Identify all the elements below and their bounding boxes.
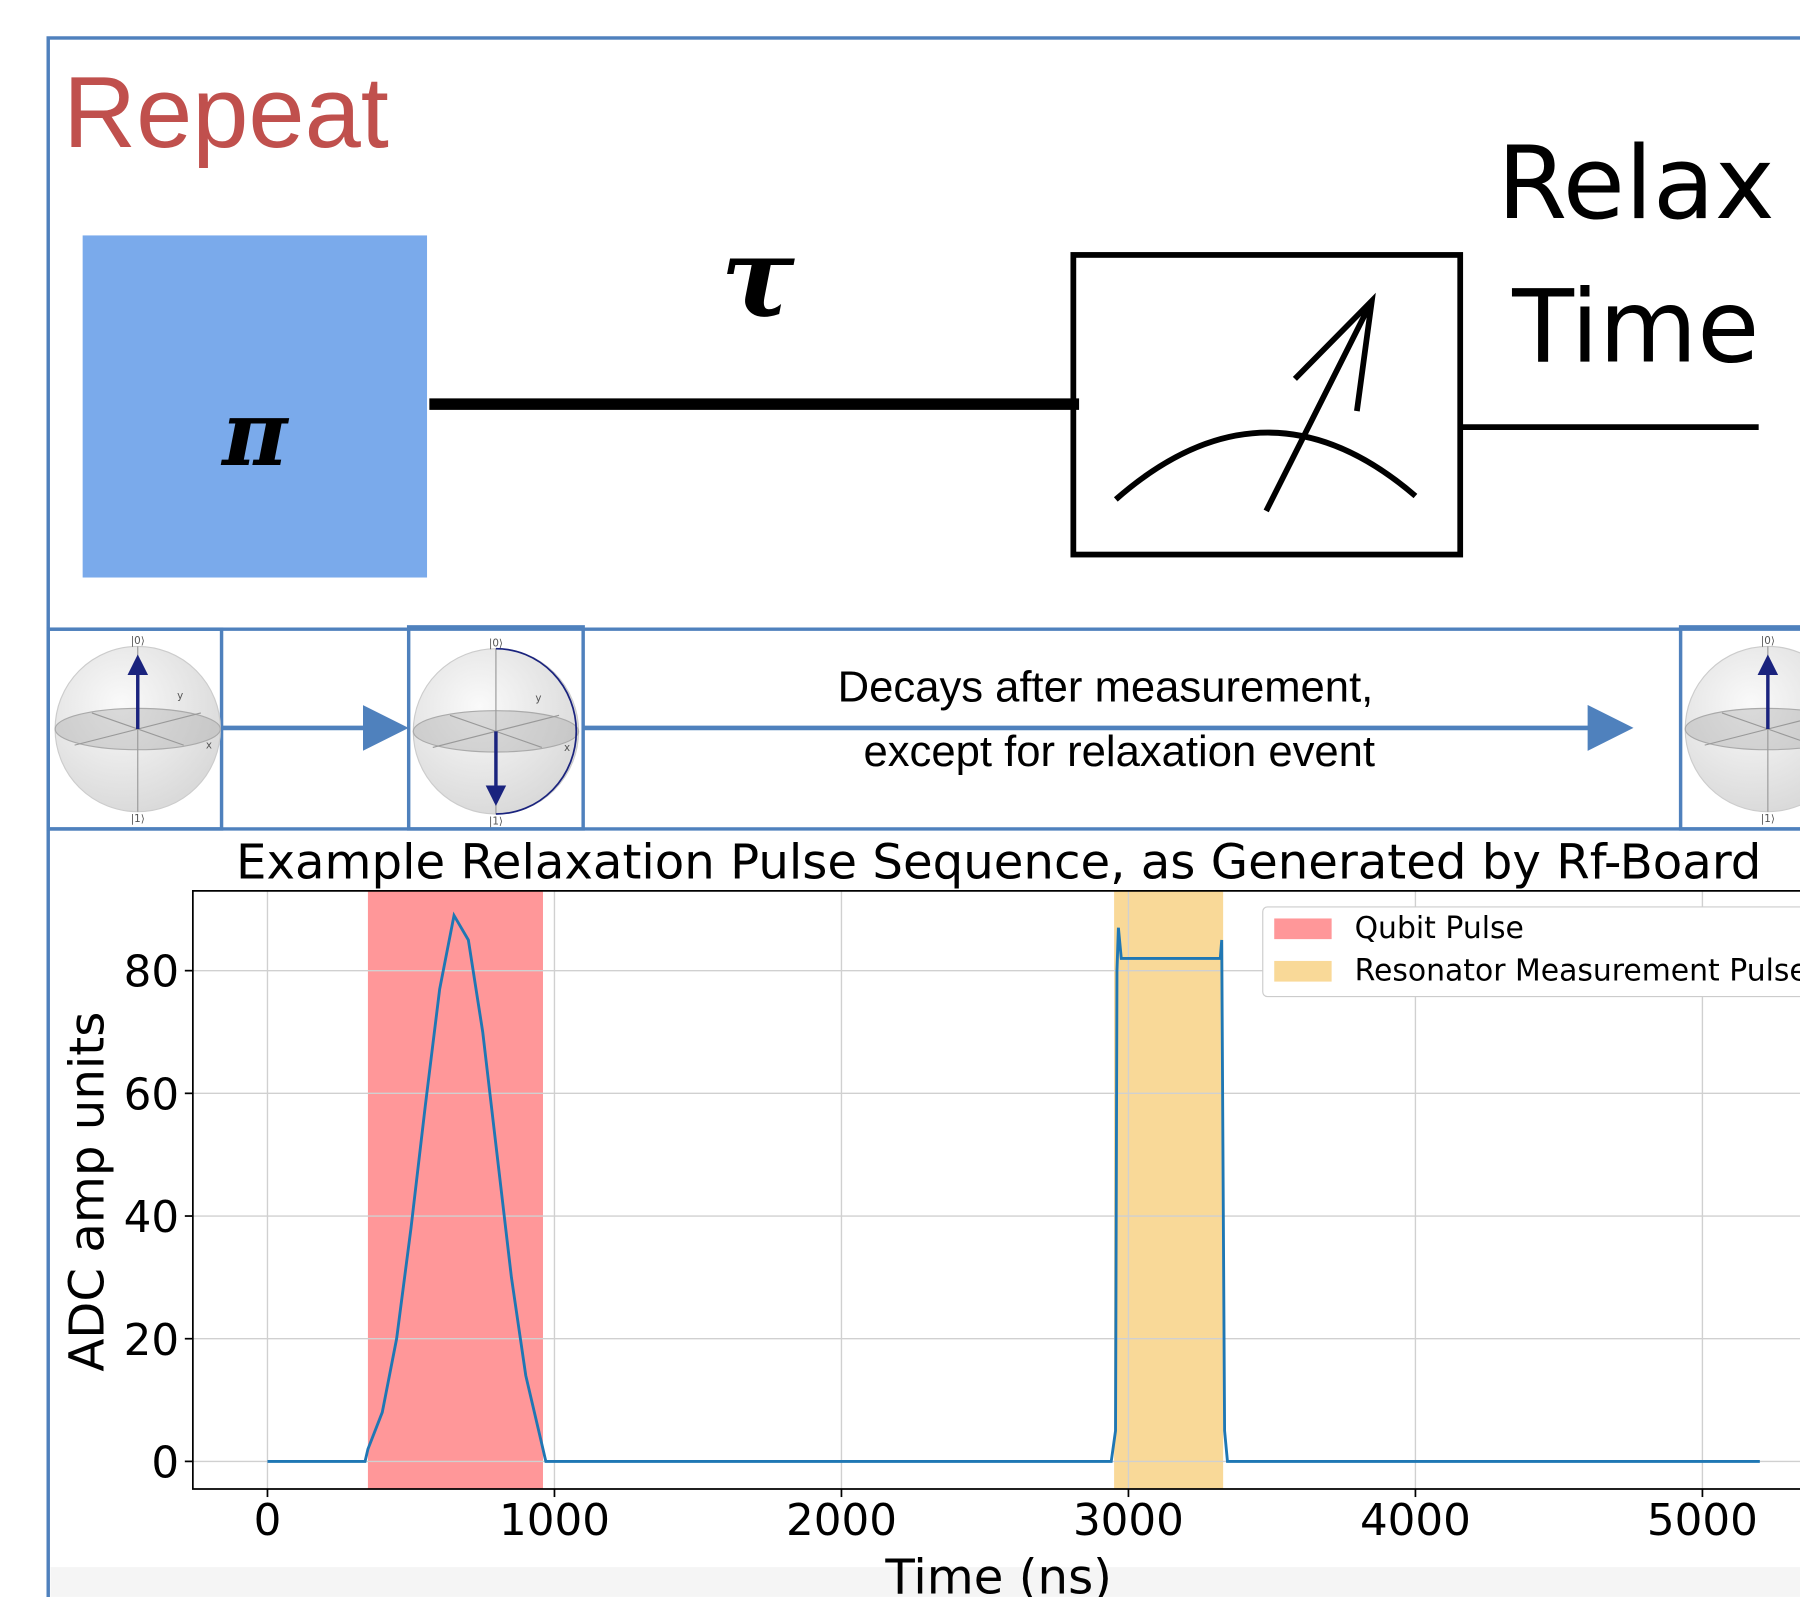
bloch-label: |0⟩ — [489, 637, 503, 649]
decay-text: Decays after measurement, — [838, 663, 1374, 711]
bloch-label: |0⟩ — [131, 635, 145, 647]
bloch-label: |1⟩ — [1761, 813, 1775, 825]
y-tick-label: 20 — [124, 1316, 180, 1366]
bloch-label: y — [535, 692, 541, 704]
x-axis-label: Time (ns) — [884, 1549, 1112, 1597]
pi-gate — [82, 235, 428, 578]
bloch-label: x — [564, 742, 570, 754]
chart: Example Relaxation Pulse Sequence, as Ge… — [59, 834, 1800, 1597]
tau-label: τ — [721, 213, 796, 342]
meter-needle — [1263, 292, 1376, 513]
span — [367, 890, 543, 1489]
x-tick-label: 0 — [254, 1496, 282, 1546]
measurement-box — [1070, 252, 1464, 558]
legend-label: Resonator Measurement Pulse — [1355, 953, 1800, 988]
signal-line — [267, 911, 1760, 1463]
chart-title: Example Relaxation Pulse Sequence, as Ge… — [236, 834, 1761, 890]
y-tick-label: 60 — [124, 1070, 180, 1120]
y-axis-label: ADC amp units — [59, 1012, 115, 1372]
bloch-box — [1678, 625, 1800, 831]
x-tick-label: 4000 — [1360, 1496, 1471, 1546]
x-tick-label: 2000 — [786, 1496, 897, 1546]
footer-band — [50, 1567, 1800, 1597]
bloch-spheres: |0⟩|1⟩xy|0⟩|1⟩xy|0⟩|1⟩xy — [54, 635, 1800, 827]
repeat-label: Repeat — [63, 57, 389, 169]
x-tick-label: 3000 — [1073, 1496, 1184, 1546]
y-tick-label: 80 — [124, 948, 180, 998]
bloch-label: |1⟩ — [131, 813, 145, 825]
bloch-label: x — [206, 740, 212, 752]
bloch-label: |0⟩ — [1761, 635, 1775, 647]
x-tick-label: 1000 — [499, 1496, 610, 1546]
meter-arc — [1113, 429, 1418, 502]
legend-swatch — [1274, 960, 1332, 982]
bloch-label: |1⟩ — [489, 815, 503, 827]
y-tick-label: 40 — [124, 1193, 180, 1243]
decay-text: except for relaxation event — [864, 728, 1376, 776]
relax-label: Relax — [1497, 124, 1775, 242]
time-label: Time — [1511, 268, 1759, 386]
x-tick-label: 5000 — [1647, 1496, 1758, 1546]
y-tick-label: 0 — [151, 1438, 179, 1488]
legend-label: Qubit Pulse — [1355, 911, 1524, 946]
axes-frame — [191, 890, 1800, 1490]
bloch-label: y — [177, 690, 183, 702]
legend-swatch — [1274, 918, 1332, 940]
pi-label: π — [220, 382, 290, 487]
legend-box — [1262, 906, 1800, 998]
span — [1114, 890, 1224, 1489]
trajectory — [495, 647, 578, 815]
